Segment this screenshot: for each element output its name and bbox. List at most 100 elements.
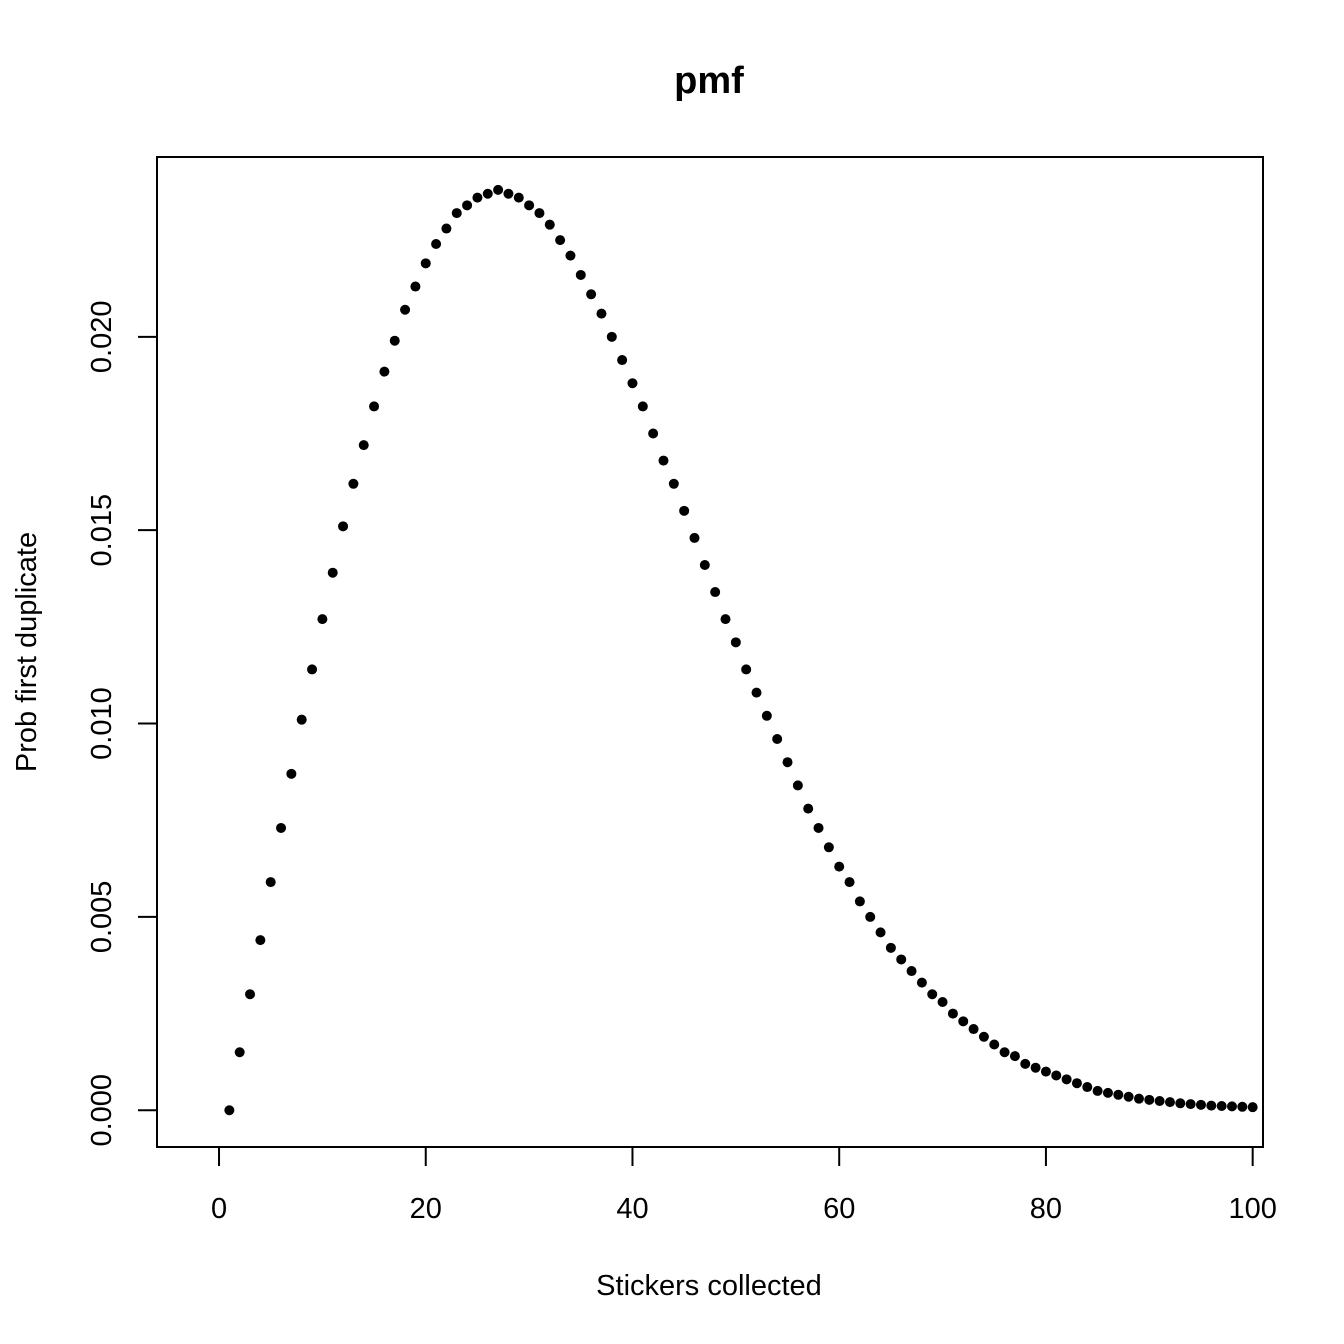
data-point xyxy=(906,966,917,977)
x-tick-label: 80 xyxy=(1030,1193,1062,1225)
data-point xyxy=(885,942,896,953)
y-tick-label: 0.005 xyxy=(86,881,118,954)
data-point xyxy=(1051,1070,1062,1081)
data-point xyxy=(782,757,793,768)
data-point xyxy=(627,378,638,389)
x-tick-label: 40 xyxy=(616,1193,648,1225)
y-axis-title: Prob first duplicate xyxy=(11,532,43,772)
data-point xyxy=(555,235,566,246)
data-point xyxy=(854,896,865,907)
data-point xyxy=(1226,1101,1237,1112)
data-point xyxy=(400,304,411,315)
data-point xyxy=(379,366,390,377)
data-point xyxy=(348,478,359,489)
data-point xyxy=(451,208,462,219)
data-point xyxy=(1164,1097,1175,1108)
data-point xyxy=(751,687,762,698)
data-point xyxy=(741,664,752,675)
data-point xyxy=(927,989,938,1000)
data-point xyxy=(482,188,493,199)
y-tick-label: 0.010 xyxy=(86,687,118,760)
data-point xyxy=(224,1105,235,1116)
data-point xyxy=(586,289,597,300)
data-point xyxy=(958,1016,969,1027)
data-point xyxy=(1071,1078,1082,1089)
x-tick-label: 0 xyxy=(211,1193,227,1225)
data-point xyxy=(1154,1095,1165,1106)
data-point xyxy=(596,308,607,319)
data-point xyxy=(327,567,338,578)
data-point xyxy=(389,335,400,346)
data-point xyxy=(358,440,369,451)
data-point xyxy=(679,505,690,516)
data-point xyxy=(1133,1093,1144,1104)
data-point xyxy=(493,184,504,195)
data-point xyxy=(947,1008,958,1019)
data-point xyxy=(699,559,710,570)
y-tick-label: 0.020 xyxy=(86,301,118,374)
data-point xyxy=(1113,1089,1124,1100)
data-point xyxy=(1247,1102,1258,1113)
data-point xyxy=(255,935,266,946)
data-point xyxy=(338,521,349,532)
x-tick-label: 60 xyxy=(823,1193,855,1225)
data-point xyxy=(472,192,483,203)
data-point xyxy=(875,927,886,938)
data-point xyxy=(1092,1085,1103,1096)
data-point xyxy=(524,200,535,211)
data-point xyxy=(720,614,731,625)
x-axis-title: Stickers collected xyxy=(596,1270,822,1302)
data-point xyxy=(999,1047,1010,1058)
data-point xyxy=(978,1031,989,1042)
data-point xyxy=(513,192,524,203)
data-point xyxy=(431,239,442,250)
data-point xyxy=(772,734,783,745)
y-axis: 0.000 0.005 0.010 0.015 0.020 xyxy=(86,301,158,1147)
data-point xyxy=(234,1047,245,1058)
data-point xyxy=(710,587,721,598)
data-point xyxy=(1206,1100,1217,1111)
data-point xyxy=(658,455,669,466)
data-point xyxy=(1216,1101,1227,1112)
data-point xyxy=(1195,1099,1206,1110)
chart-title: pmf xyxy=(674,60,744,102)
data-point xyxy=(648,428,659,439)
data-point xyxy=(441,223,452,234)
data-point xyxy=(420,258,431,269)
data-point xyxy=(1040,1066,1051,1077)
data-point xyxy=(369,401,380,412)
data-point xyxy=(307,664,318,675)
data-point xyxy=(1144,1094,1155,1105)
data-point xyxy=(565,250,576,261)
data-point xyxy=(761,710,772,721)
data-point xyxy=(1030,1062,1041,1073)
data-point xyxy=(286,768,297,779)
data-point xyxy=(265,877,276,888)
data-point xyxy=(896,954,907,965)
data-point xyxy=(575,269,586,280)
data-point xyxy=(637,401,648,412)
data-point xyxy=(503,188,514,199)
data-point xyxy=(462,200,473,211)
data-point xyxy=(1102,1087,1113,1098)
data-point xyxy=(1009,1051,1020,1062)
data-point xyxy=(792,780,803,791)
data-point xyxy=(276,822,287,833)
data-point xyxy=(937,996,948,1007)
data-point xyxy=(989,1039,1000,1050)
x-tick-label: 100 xyxy=(1228,1193,1276,1225)
data-point xyxy=(865,911,876,922)
data-point xyxy=(823,842,834,853)
data-point xyxy=(606,331,617,342)
data-point xyxy=(1061,1074,1072,1085)
data-point xyxy=(534,208,545,219)
data-point xyxy=(1175,1098,1186,1109)
data-point xyxy=(1020,1058,1031,1069)
plot-frame xyxy=(156,156,1264,1148)
data-point xyxy=(668,478,679,489)
data-point xyxy=(968,1024,979,1035)
data-point xyxy=(1082,1082,1093,1093)
y-tick-label: 0.000 xyxy=(86,1074,118,1147)
data-point xyxy=(296,714,307,725)
